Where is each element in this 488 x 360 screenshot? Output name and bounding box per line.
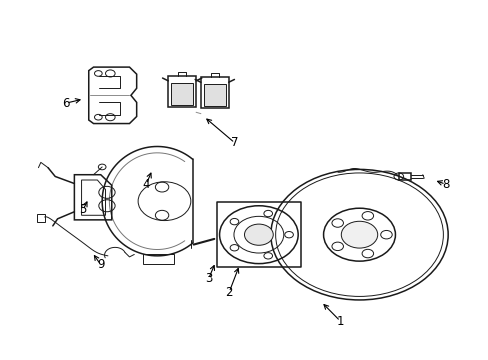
Polygon shape <box>203 84 225 106</box>
Text: 7: 7 <box>231 136 238 149</box>
Text: 1: 1 <box>336 315 344 328</box>
Text: 4: 4 <box>142 178 150 191</box>
Text: 5: 5 <box>79 203 86 216</box>
Circle shape <box>244 224 273 245</box>
Text: 2: 2 <box>225 286 232 299</box>
Text: 9: 9 <box>97 258 104 271</box>
Text: 8: 8 <box>441 178 448 191</box>
Polygon shape <box>171 83 193 104</box>
Text: 3: 3 <box>204 272 212 285</box>
Circle shape <box>341 221 377 248</box>
Text: 6: 6 <box>62 96 70 109</box>
